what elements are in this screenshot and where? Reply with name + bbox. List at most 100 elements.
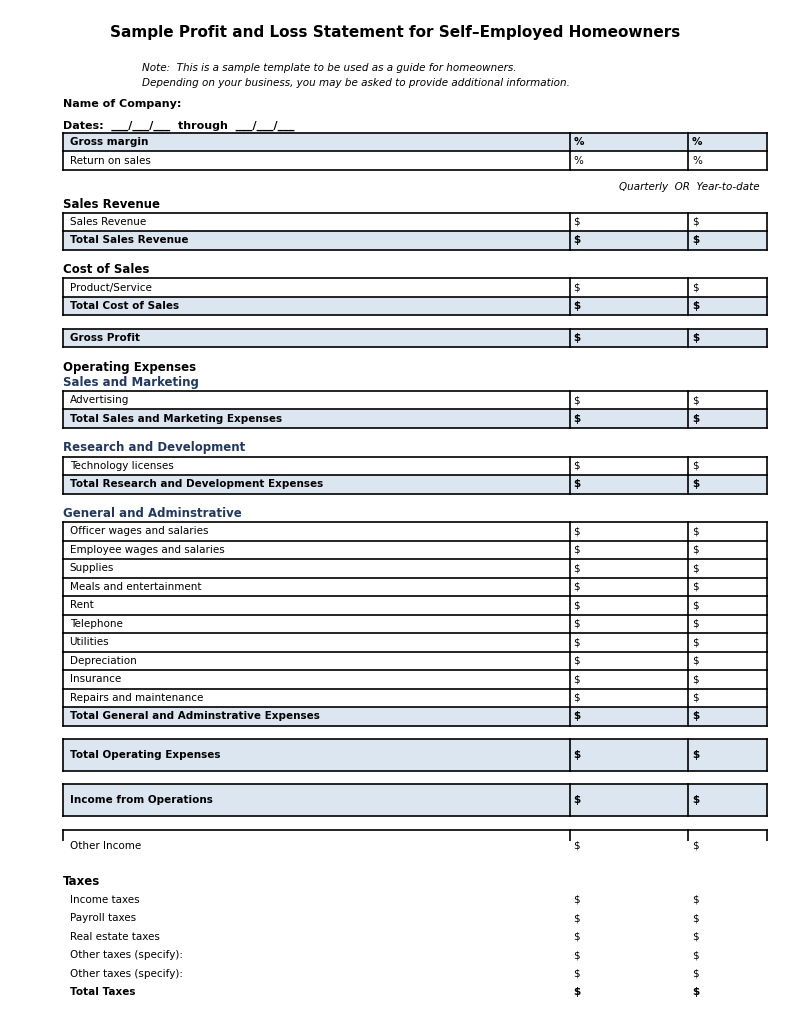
Bar xyxy=(63,578,767,596)
Bar xyxy=(63,829,767,862)
Text: $: $ xyxy=(692,655,698,666)
Text: $: $ xyxy=(692,526,698,537)
Text: Cost of Sales: Cost of Sales xyxy=(63,263,149,276)
Text: Depreciation: Depreciation xyxy=(70,655,136,666)
Text: $: $ xyxy=(573,675,580,684)
Bar xyxy=(63,133,767,152)
Text: $: $ xyxy=(692,461,698,471)
Text: Employee wages and salaries: Employee wages and salaries xyxy=(70,545,225,555)
Text: $: $ xyxy=(692,841,698,851)
Text: Note:  This is a sample template to be used as a guide for homeowners.: Note: This is a sample template to be us… xyxy=(142,63,517,73)
Text: $: $ xyxy=(692,545,698,555)
Text: Dates:  ___/___/___  through  ___/___/___: Dates: ___/___/___ through ___/___/___ xyxy=(63,120,295,130)
Text: Repairs and maintenance: Repairs and maintenance xyxy=(70,693,203,702)
Text: $: $ xyxy=(573,637,580,647)
Bar xyxy=(63,391,767,410)
Text: Depending on your business, you may be asked to provide additional information.: Depending on your business, you may be a… xyxy=(142,78,570,88)
Bar xyxy=(63,231,767,250)
Text: $: $ xyxy=(692,913,698,924)
Text: Meals and entertainment: Meals and entertainment xyxy=(70,582,201,592)
Text: Real estate taxes: Real estate taxes xyxy=(70,932,160,942)
Text: Total Cost of Sales: Total Cost of Sales xyxy=(70,301,179,311)
Text: $: $ xyxy=(573,217,580,227)
Text: Operating Expenses: Operating Expenses xyxy=(63,360,196,374)
Bar xyxy=(63,475,767,494)
Text: $: $ xyxy=(692,395,698,406)
Text: $: $ xyxy=(692,969,698,979)
Bar xyxy=(63,614,767,633)
Text: Quarterly  OR  Year-to-date: Quarterly OR Year-to-date xyxy=(619,182,759,193)
Text: Gross Profit: Gross Profit xyxy=(70,333,139,343)
Text: Sample Profit and Loss Statement for Self–Employed Homeowners: Sample Profit and Loss Statement for Sel… xyxy=(111,26,680,40)
Bar xyxy=(63,946,767,965)
Text: Other Income: Other Income xyxy=(70,841,141,851)
Bar xyxy=(63,213,767,231)
Text: Telephone: Telephone xyxy=(70,618,123,629)
Text: $: $ xyxy=(573,301,581,311)
Bar xyxy=(63,633,767,651)
Bar xyxy=(63,297,767,315)
Text: Utilities: Utilities xyxy=(70,637,109,647)
Text: $: $ xyxy=(692,932,698,942)
Bar xyxy=(63,928,767,946)
Text: General and Adminstrative: General and Adminstrative xyxy=(63,507,242,520)
Bar xyxy=(63,541,767,559)
Text: $: $ xyxy=(573,618,580,629)
Text: $: $ xyxy=(692,895,698,904)
Text: $: $ xyxy=(573,526,580,537)
Text: Return on sales: Return on sales xyxy=(70,156,150,166)
Text: $: $ xyxy=(573,655,580,666)
Bar xyxy=(63,1015,767,1024)
Text: $: $ xyxy=(573,600,580,610)
Text: $: $ xyxy=(692,618,698,629)
Text: $: $ xyxy=(692,236,699,246)
Bar xyxy=(63,410,767,428)
Text: Total Sales and Marketing Expenses: Total Sales and Marketing Expenses xyxy=(70,414,282,424)
Bar xyxy=(63,559,767,578)
Text: Total Research and Development Expenses: Total Research and Development Expenses xyxy=(70,479,323,489)
Text: $: $ xyxy=(573,333,581,343)
Bar xyxy=(63,152,767,170)
Bar xyxy=(63,651,767,670)
Text: Total Operating Expenses: Total Operating Expenses xyxy=(70,750,220,760)
Text: Product/Service: Product/Service xyxy=(70,283,152,293)
Text: $: $ xyxy=(692,217,698,227)
Text: Advertising: Advertising xyxy=(70,395,129,406)
Text: Rent: Rent xyxy=(70,600,93,610)
Text: Total Sales Revenue: Total Sales Revenue xyxy=(70,236,188,246)
Bar xyxy=(63,983,767,1001)
Text: $: $ xyxy=(573,895,580,904)
Text: Other taxes (specify):: Other taxes (specify): xyxy=(70,950,183,961)
Text: $: $ xyxy=(692,693,698,702)
Text: $: $ xyxy=(573,283,580,293)
Bar xyxy=(63,688,767,708)
Text: Total Taxes: Total Taxes xyxy=(70,987,135,997)
Text: $: $ xyxy=(692,563,698,573)
Text: $: $ xyxy=(692,987,699,997)
Text: %: % xyxy=(573,137,584,147)
Text: $: $ xyxy=(692,675,698,684)
Text: $: $ xyxy=(573,236,581,246)
Text: Taxes: Taxes xyxy=(63,876,100,888)
Text: $: $ xyxy=(573,932,580,942)
Text: $: $ xyxy=(692,712,699,721)
Text: $: $ xyxy=(573,841,580,851)
Bar xyxy=(63,909,767,928)
Bar xyxy=(63,739,767,771)
Text: $: $ xyxy=(692,637,698,647)
Text: Name of Company:: Name of Company: xyxy=(63,99,182,110)
Text: Income taxes: Income taxes xyxy=(70,895,139,904)
Text: $: $ xyxy=(573,987,581,997)
Text: $: $ xyxy=(573,693,580,702)
Text: $: $ xyxy=(573,395,580,406)
Text: $: $ xyxy=(573,796,581,806)
Text: $: $ xyxy=(573,950,580,961)
Text: $: $ xyxy=(573,479,581,489)
Bar xyxy=(63,784,767,816)
Text: $: $ xyxy=(573,913,580,924)
Text: Technology licenses: Technology licenses xyxy=(70,461,173,471)
Bar xyxy=(63,329,767,347)
Text: $: $ xyxy=(573,969,580,979)
Text: $: $ xyxy=(692,301,699,311)
Text: Sales Revenue: Sales Revenue xyxy=(63,198,161,211)
